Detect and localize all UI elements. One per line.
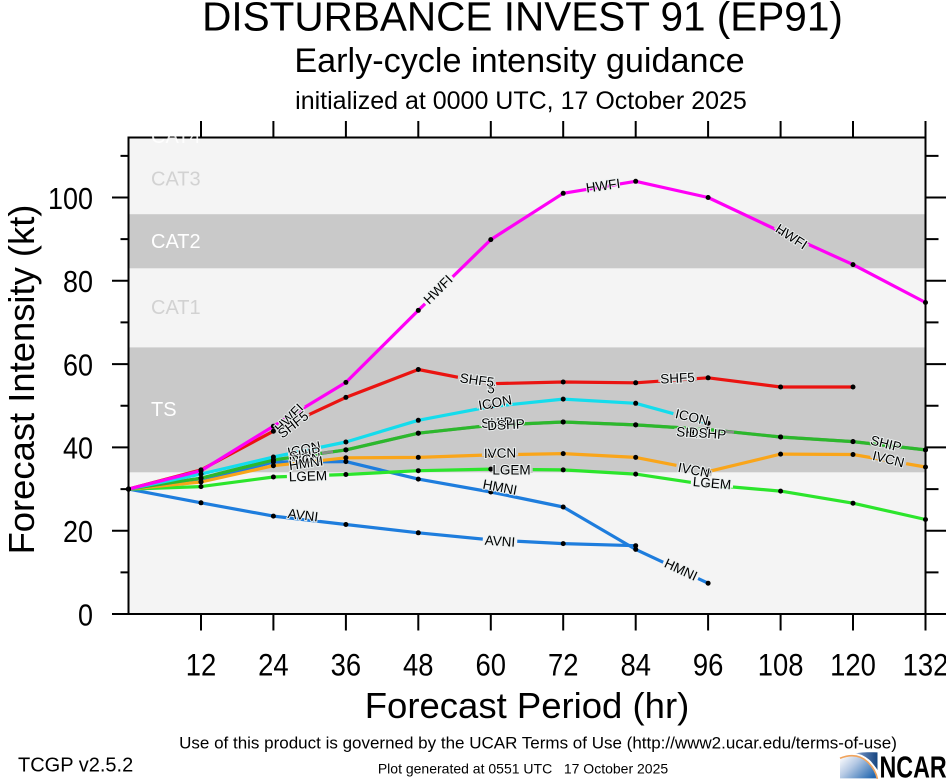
svg-text:HMNI: HMNI	[288, 453, 324, 473]
svg-text:SHF5: SHF5	[459, 370, 495, 390]
svg-text:48: 48	[403, 648, 433, 683]
svg-text:12: 12	[186, 648, 216, 683]
svg-text:IVCN: IVCN	[288, 450, 322, 469]
svg-text:120: 120	[830, 648, 876, 683]
svg-text:36: 36	[331, 648, 361, 683]
svg-text:SHIP: SHIP	[481, 414, 513, 431]
svg-text:SHIP: SHIP	[288, 444, 322, 464]
svg-text:Use of this product is governe: Use of this product is governed by the U…	[179, 734, 897, 753]
svg-text:IVCN: IVCN	[484, 445, 517, 461]
svg-text:IVCN: IVCN	[677, 460, 712, 481]
svg-text:DSHP: DSHP	[688, 425, 726, 443]
svg-text:60: 60	[476, 648, 506, 683]
svg-text:Forecast Period (hr): Forecast Period (hr)	[365, 685, 690, 726]
svg-text:initialized at 0000 UTC, 17 Oc: initialized at 0000 UTC, 17 October 2025	[295, 87, 747, 115]
svg-text:HWFI: HWFI	[585, 176, 621, 196]
svg-text:20: 20	[63, 515, 93, 549]
svg-text:ICON: ICON	[477, 392, 513, 413]
svg-text:84: 84	[620, 648, 650, 683]
svg-text:Plot generated at 0551 UTC 1: Plot generated at 0551 UTC 17 October 20…	[378, 761, 669, 777]
svg-text:132: 132	[903, 648, 946, 683]
svg-text:SHIP: SHIP	[676, 424, 708, 441]
svg-text:100: 100	[48, 182, 93, 216]
svg-text:40: 40	[63, 432, 93, 466]
svg-text:CAT3: CAT3	[151, 169, 201, 191]
svg-text:TCGP v2.5.2: TCGP v2.5.2	[18, 755, 133, 777]
svg-text:LGEM: LGEM	[492, 463, 530, 478]
svg-text:Forecast Intensity (kt): Forecast Intensity (kt)	[1, 205, 42, 555]
svg-text:TS: TS	[151, 399, 177, 421]
svg-text:CAT1: CAT1	[151, 297, 201, 319]
svg-text:SHF5: SHF5	[660, 370, 695, 387]
svg-text:LGEM: LGEM	[692, 474, 731, 492]
svg-text:Early-cycle intensity guidance: Early-cycle intensity guidance	[294, 42, 744, 80]
svg-text:AVNI: AVNI	[287, 506, 319, 525]
svg-text:60: 60	[63, 349, 93, 383]
svg-text:DISTURBANCE INVEST 91 (EP91): DISTURBANCE INVEST 91 (EP91)	[202, 0, 843, 39]
svg-text:LGEM: LGEM	[289, 468, 328, 484]
svg-text:CAT2: CAT2	[151, 231, 201, 253]
svg-text:80: 80	[63, 265, 93, 299]
svg-text:72: 72	[548, 648, 578, 683]
svg-text:0: 0	[78, 599, 93, 633]
svg-text:96: 96	[693, 648, 723, 683]
svg-text:24: 24	[258, 648, 288, 683]
svg-text:108: 108	[758, 648, 804, 683]
svg-text:CAT4: CAT4	[151, 126, 201, 148]
svg-text:NCAR: NCAR	[880, 749, 946, 780]
svg-text:AVNI: AVNI	[484, 533, 515, 550]
svg-text:DSHP: DSHP	[487, 416, 525, 433]
